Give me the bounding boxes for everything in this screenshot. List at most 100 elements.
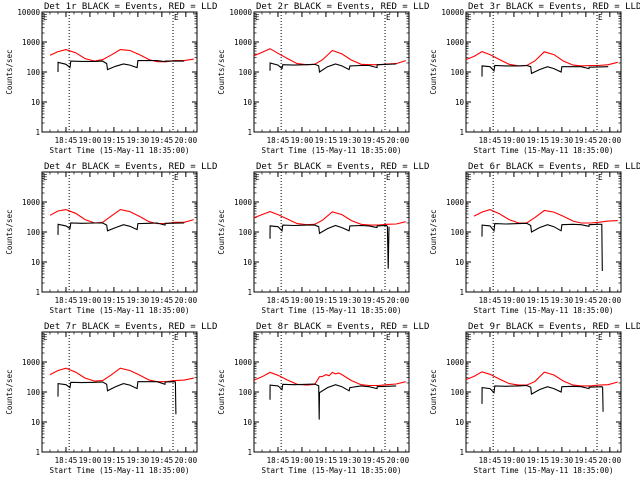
panel-4-marker-left: E <box>43 173 48 182</box>
panel-9-marker-right: E <box>598 333 603 342</box>
panel-3-lld-line <box>465 50 618 67</box>
panel-6-ytick-label: 100 <box>450 228 464 237</box>
panel-8-frame <box>253 331 410 453</box>
panel-4-ytick-label: 10 <box>31 258 41 267</box>
panel-5-events-line <box>269 224 390 269</box>
panel-9-frame <box>465 331 622 453</box>
panel-7-xtick-label: 19:45 <box>151 456 174 465</box>
panel-8-ylabel: Counts/sec <box>217 369 226 414</box>
panel-2-frame <box>253 11 410 133</box>
panel-1-xtick-label: 20:00 <box>175 136 198 145</box>
panel-9-xtick-label: 18:45 <box>479 456 502 465</box>
panel-1-ytick-label: 1000 <box>22 38 41 47</box>
panel-3-xtick-label: 19:00 <box>503 136 526 145</box>
panel-3-title: Det 3r BLACK = Events, RED = LLD <box>468 2 640 12</box>
panel-2-xtick-label: 19:00 <box>291 136 314 145</box>
panel-9-xtick-label: 19:45 <box>575 456 598 465</box>
panel-3-xtick-label: 20:00 <box>599 136 622 145</box>
panel-4-xlabel: Start Time (15-May-11 18:35:00) <box>50 306 190 315</box>
panel-9-lld-line <box>465 371 618 387</box>
panel-6-ytick-label: 1 <box>459 288 464 297</box>
panel-4-ytick-label: 100 <box>26 228 40 237</box>
panel-6-ylabel: Counts/sec <box>429 209 438 254</box>
panel-4-marker-right: E <box>174 173 179 182</box>
panel-9-xtick-label: 19:15 <box>527 456 550 465</box>
panel-9-marker-left: E <box>467 333 472 342</box>
panel-3-ytick-label: 10 <box>455 98 465 107</box>
panel-9-ytick-label: 1000 <box>446 358 465 367</box>
panel-6-frame <box>465 171 622 293</box>
panel-3-xtick-label: 19:45 <box>575 136 598 145</box>
panel-1-xtick-label: 19:45 <box>151 136 174 145</box>
panel-1-frame <box>41 11 198 133</box>
panel-9-xtick-label: 19:30 <box>551 456 574 465</box>
panel-3-xtick-label: 19:15 <box>527 136 550 145</box>
panel-8-lld-line <box>253 371 406 387</box>
panel-5-frame <box>253 171 410 293</box>
panel-9-xtick-label: 20:00 <box>599 456 622 465</box>
panel-8-xlabel: Start Time (15-May-11 18:35:00) <box>262 466 402 475</box>
panel-7-title: Det 7r BLACK = Events, RED = LLD <box>44 322 217 332</box>
panel-7-xtick-label: 19:30 <box>127 456 150 465</box>
panel-4-ytick-label: 1000 <box>22 198 41 207</box>
panel-8-xtick-label: 20:00 <box>387 456 410 465</box>
panel-4-ylabel: Counts/sec <box>5 209 14 254</box>
panel-2-marker-left: E <box>255 13 260 22</box>
panel-3-ytick-label: 1000 <box>446 38 465 47</box>
panel-7-marker-left: E <box>43 333 48 342</box>
panel-5-lld-line <box>253 211 406 226</box>
panel-3-ytick-label: 1 <box>459 128 464 137</box>
panel-7-marker-right: E <box>174 333 179 342</box>
panel-5-ytick-label: 100 <box>238 228 252 237</box>
panel-4-xtick-label: 20:00 <box>175 296 198 305</box>
panel-5-xtick-label: 18:45 <box>267 296 290 305</box>
panel-7-events-line <box>57 381 177 415</box>
panel-1-events-line <box>57 60 185 73</box>
panel-1-marker-right: E <box>174 13 179 22</box>
panel-6-marker-left: E <box>467 173 472 182</box>
panel-2-ytick-label: 10000 <box>229 8 252 17</box>
panel-4-events-line <box>57 222 185 235</box>
panel-5-ylabel: Counts/sec <box>217 209 226 254</box>
panel-1-ytick-label: 10000 <box>17 8 40 17</box>
panel-3-events-line <box>481 64 609 77</box>
panel-5-marker-left: E <box>255 173 260 182</box>
panel-1-xlabel: Start Time (15-May-11 18:35:00) <box>50 146 190 155</box>
panel-4-ytick-label: 1 <box>35 288 40 297</box>
panel-1-lld-line <box>49 49 194 63</box>
panel-6-xtick-label: 19:00 <box>503 296 526 305</box>
panel-8-title: Det 8r BLACK = Events, RED = LLD <box>256 322 429 332</box>
panel-4-xtick-label: 19:15 <box>103 296 126 305</box>
panel-2-ytick-label: 10 <box>243 98 253 107</box>
panel-8-ytick-label: 1000 <box>234 358 253 367</box>
panel-3-marker-right: E <box>598 13 603 22</box>
panel-5-ytick-label: 10 <box>243 258 253 267</box>
panel-2-xtick-label: 19:45 <box>363 136 386 145</box>
panel-8-ytick-label: 10 <box>243 418 253 427</box>
panel-6-xlabel: Start Time (15-May-11 18:35:00) <box>474 306 614 315</box>
panel-5-ytick-label: 1000 <box>234 198 253 207</box>
panel-1-ytick-label: 1 <box>35 128 40 137</box>
panel-6-xtick-label: 20:00 <box>599 296 622 305</box>
panel-7-xtick-label: 18:45 <box>55 456 78 465</box>
panel-5-xlabel: Start Time (15-May-11 18:35:00) <box>262 306 402 315</box>
panel-6-marker-right: E <box>598 173 603 182</box>
panel-2-xtick-label: 18:45 <box>267 136 290 145</box>
panel-3-ytick-label: 10000 <box>441 8 464 17</box>
panel-2-title: Det 2r BLACK = Events, RED = LLD <box>256 2 429 12</box>
panel-8-xtick-label: 18:45 <box>267 456 290 465</box>
panel-6-ytick-label: 1000 <box>446 198 465 207</box>
panel-6-title: Det 6r BLACK = Events, RED = LLD <box>468 162 640 172</box>
panel-5-xtick-label: 19:30 <box>339 296 362 305</box>
panel-2-xtick-label: 20:00 <box>387 136 410 145</box>
panel-2-ylabel: Counts/sec <box>217 49 226 94</box>
panel-2-xlabel: Start Time (15-May-11 18:35:00) <box>262 146 402 155</box>
panel-7-frame <box>41 331 198 453</box>
panel-4-frame <box>41 171 198 293</box>
panel-4-xtick-label: 19:30 <box>127 296 150 305</box>
panel-5-xtick-label: 20:00 <box>387 296 410 305</box>
panel-2-events-line <box>269 62 397 73</box>
panel-9-xtick-label: 19:00 <box>503 456 526 465</box>
panel-3-ylabel: Counts/sec <box>429 49 438 94</box>
